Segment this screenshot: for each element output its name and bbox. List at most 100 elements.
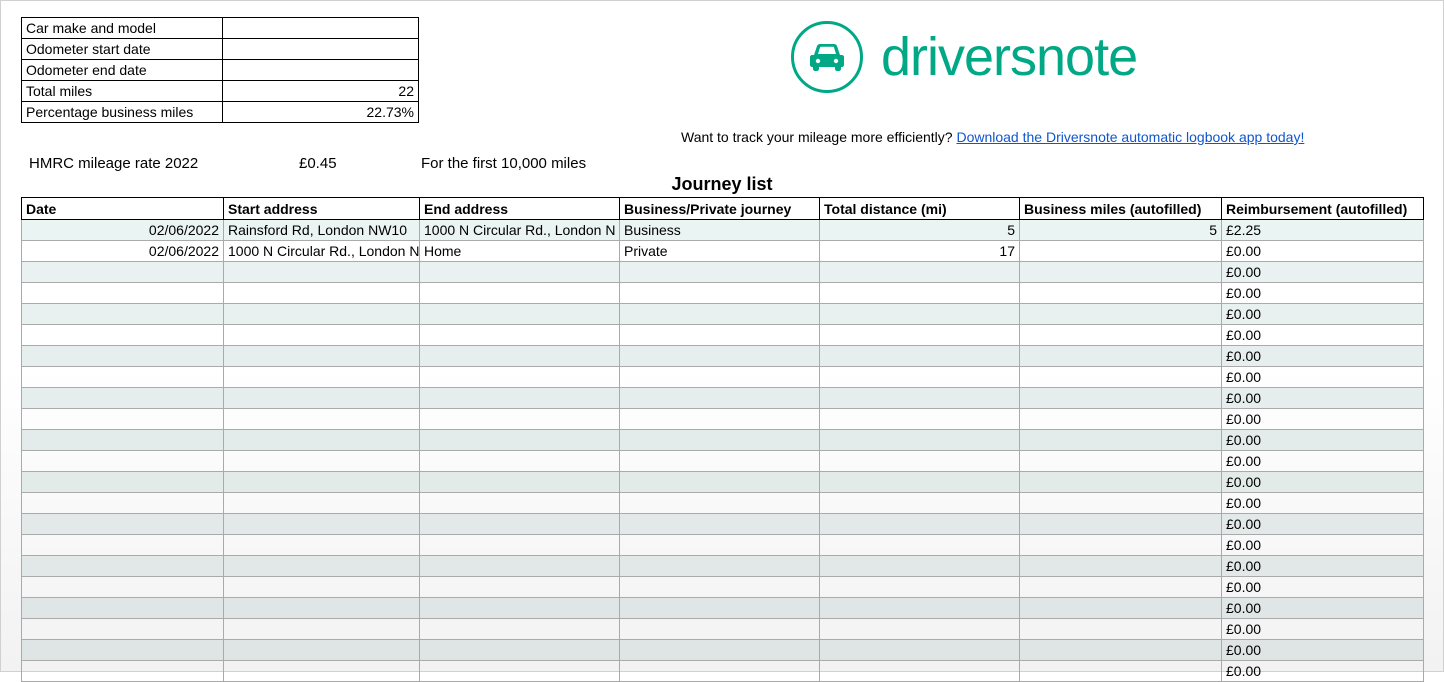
journey-cell[interactable] [1020, 283, 1222, 304]
journey-cell[interactable] [1020, 346, 1222, 367]
journey-cell[interactable] [22, 472, 224, 493]
journey-cell[interactable] [224, 325, 420, 346]
journey-cell[interactable] [820, 367, 1020, 388]
journey-cell[interactable] [1020, 493, 1222, 514]
journey-cell[interactable] [620, 661, 820, 682]
journey-cell[interactable] [224, 598, 420, 619]
summary-label[interactable]: Percentage business miles [22, 102, 223, 123]
journey-cell[interactable] [820, 325, 1020, 346]
journey-header-cell[interactable]: End address [420, 198, 620, 220]
journey-cell[interactable]: Rainsford Rd, London NW10 [224, 220, 420, 241]
journey-cell[interactable]: £0.00 [1222, 577, 1424, 598]
journey-header-cell[interactable]: Date [22, 198, 224, 220]
journey-cell[interactable]: £0.00 [1222, 388, 1424, 409]
journey-cell[interactable] [620, 556, 820, 577]
journey-cell[interactable] [620, 388, 820, 409]
journey-cell[interactable] [620, 451, 820, 472]
journey-cell[interactable]: 5 [1020, 220, 1222, 241]
journey-cell[interactable] [420, 619, 620, 640]
journey-cell[interactable]: £0.00 [1222, 598, 1424, 619]
journey-cell[interactable] [1020, 535, 1222, 556]
journey-cell[interactable] [22, 598, 224, 619]
journey-cell[interactable] [224, 388, 420, 409]
journey-cell[interactable] [420, 388, 620, 409]
journey-cell[interactable] [224, 577, 420, 598]
journey-cell[interactable] [820, 388, 1020, 409]
journey-cell[interactable] [22, 367, 224, 388]
journey-cell[interactable] [820, 661, 1020, 682]
journey-cell[interactable] [420, 430, 620, 451]
journey-cell[interactable] [22, 535, 224, 556]
journey-cell[interactable] [820, 598, 1020, 619]
journey-cell[interactable]: £0.00 [1222, 640, 1424, 661]
summary-value[interactable]: 22.73% [223, 102, 419, 123]
journey-cell[interactable] [420, 346, 620, 367]
journey-cell[interactable] [1020, 430, 1222, 451]
journey-cell[interactable]: £0.00 [1222, 409, 1424, 430]
summary-label[interactable]: Odometer start date [22, 39, 223, 60]
journey-cell[interactable] [224, 430, 420, 451]
journey-cell[interactable] [224, 346, 420, 367]
journey-cell[interactable]: £2.25 [1222, 220, 1424, 241]
journey-cell[interactable] [224, 472, 420, 493]
journey-cell[interactable]: £0.00 [1222, 535, 1424, 556]
journey-cell[interactable] [420, 472, 620, 493]
journey-cell[interactable] [420, 598, 620, 619]
journey-cell[interactable] [22, 304, 224, 325]
journey-cell[interactable] [420, 325, 620, 346]
journey-cell[interactable] [224, 556, 420, 577]
journey-cell[interactable]: £0.00 [1222, 262, 1424, 283]
promo-link[interactable]: Download the Driversnote automatic logbo… [956, 129, 1304, 145]
journey-cell[interactable] [224, 262, 420, 283]
journey-cell[interactable] [22, 409, 224, 430]
journey-cell[interactable]: £0.00 [1222, 661, 1424, 682]
journey-cell[interactable] [1020, 556, 1222, 577]
journey-cell[interactable]: £0.00 [1222, 430, 1424, 451]
journey-cell[interactable] [1020, 619, 1222, 640]
journey-cell[interactable]: £0.00 [1222, 283, 1424, 304]
journey-cell[interactable] [1020, 325, 1222, 346]
journey-cell[interactable]: £0.00 [1222, 325, 1424, 346]
journey-cell[interactable] [22, 451, 224, 472]
journey-cell[interactable] [1020, 514, 1222, 535]
journey-cell[interactable]: £0.00 [1222, 556, 1424, 577]
journey-cell[interactable] [820, 619, 1020, 640]
summary-label[interactable]: Car make and model [22, 18, 223, 39]
journey-cell[interactable] [620, 514, 820, 535]
journey-cell[interactable] [1020, 409, 1222, 430]
journey-cell[interactable] [22, 388, 224, 409]
journey-cell[interactable] [224, 367, 420, 388]
journey-cell[interactable] [420, 661, 620, 682]
journey-cell[interactable] [620, 640, 820, 661]
summary-value[interactable]: 22 [223, 81, 419, 102]
journey-cell[interactable] [420, 577, 620, 598]
journey-cell[interactable]: Business [620, 220, 820, 241]
journey-cell[interactable] [22, 262, 224, 283]
summary-label[interactable]: Total miles [22, 81, 223, 102]
journey-cell[interactable] [620, 367, 820, 388]
journey-cell[interactable] [1020, 598, 1222, 619]
journey-cell[interactable]: £0.00 [1222, 451, 1424, 472]
journey-cell[interactable] [1020, 472, 1222, 493]
journey-cell[interactable] [22, 640, 224, 661]
journey-cell[interactable] [1020, 640, 1222, 661]
journey-cell[interactable] [22, 514, 224, 535]
journey-cell[interactable] [22, 556, 224, 577]
journey-cell[interactable] [1020, 304, 1222, 325]
journey-cell[interactable] [1020, 661, 1222, 682]
journey-cell[interactable] [820, 493, 1020, 514]
journey-cell[interactable] [820, 640, 1020, 661]
journey-cell[interactable] [620, 577, 820, 598]
journey-cell[interactable] [820, 262, 1020, 283]
journey-cell[interactable] [620, 346, 820, 367]
journey-cell[interactable] [22, 661, 224, 682]
journey-cell[interactable] [1020, 241, 1222, 262]
journey-cell[interactable]: £0.00 [1222, 493, 1424, 514]
journey-cell[interactable] [420, 304, 620, 325]
journey-header-cell[interactable]: Business miles (autofilled) [1020, 198, 1222, 220]
journey-cell[interactable] [420, 640, 620, 661]
journey-cell[interactable] [1020, 367, 1222, 388]
journey-cell[interactable] [820, 577, 1020, 598]
journey-cell[interactable] [224, 283, 420, 304]
journey-header-cell[interactable]: Total distance (mi) [820, 198, 1020, 220]
